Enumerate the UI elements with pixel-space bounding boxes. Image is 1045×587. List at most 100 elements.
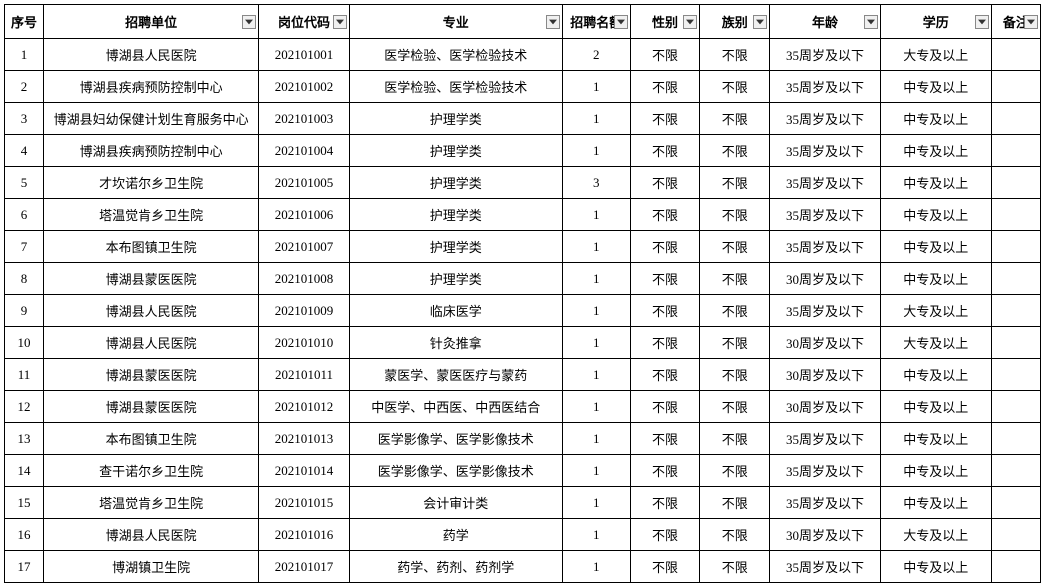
- cell-age: 30周岁及以下: [770, 359, 881, 391]
- cell-ethnic: 不限: [700, 167, 770, 199]
- cell-code: 202101015: [259, 487, 349, 519]
- cell-note: [991, 167, 1040, 199]
- cell-code: 202101004: [259, 135, 349, 167]
- column-label: 族别: [722, 15, 748, 30]
- recruitment-table: 序号招聘单位岗位代码专业招聘名额性别族别年龄学历备注 1博湖县人民医院20210…: [4, 4, 1041, 583]
- cell-unit: 博湖县人民医院: [43, 295, 258, 327]
- cell-age: 30周岁及以下: [770, 519, 881, 551]
- cell-code: 202101007: [259, 231, 349, 263]
- cell-code: 202101014: [259, 455, 349, 487]
- filter-dropdown-icon[interactable]: [1024, 15, 1038, 29]
- cell-note: [991, 359, 1040, 391]
- cell-ethnic: 不限: [700, 295, 770, 327]
- cell-age: 35周岁及以下: [770, 199, 881, 231]
- cell-ethnic: 不限: [700, 391, 770, 423]
- cell-edu: 中专及以上: [880, 391, 991, 423]
- column-label: 性别: [652, 15, 678, 30]
- filter-dropdown-icon[interactable]: [614, 15, 628, 29]
- cell-unit: 塔温觉肯乡卫生院: [43, 199, 258, 231]
- table-body: 1博湖县人民医院202101001医学检验、医学检验技术2不限不限35周岁及以下…: [5, 39, 1041, 583]
- filter-dropdown-icon[interactable]: [753, 15, 767, 29]
- cell-sex: 不限: [630, 103, 700, 135]
- cell-seq: 14: [5, 455, 44, 487]
- cell-code: 202101001: [259, 39, 349, 71]
- cell-seq: 2: [5, 71, 44, 103]
- cell-major: 医学检验、医学检验技术: [349, 71, 562, 103]
- filter-dropdown-icon[interactable]: [864, 15, 878, 29]
- cell-sex: 不限: [630, 71, 700, 103]
- table-row: 8博湖县蒙医医院202101008护理学类1不限不限30周岁及以下中专及以上: [5, 263, 1041, 295]
- cell-major: 护理学类: [349, 231, 562, 263]
- cell-sex: 不限: [630, 39, 700, 71]
- cell-unit: 博湖县人民医院: [43, 39, 258, 71]
- cell-age: 35周岁及以下: [770, 231, 881, 263]
- cell-note: [991, 103, 1040, 135]
- cell-major: 护理学类: [349, 167, 562, 199]
- table-row: 5才坎诺尔乡卫生院202101005护理学类3不限不限35周岁及以下中专及以上: [5, 167, 1041, 199]
- cell-edu: 中专及以上: [880, 135, 991, 167]
- cell-quota: 2: [562, 39, 630, 71]
- cell-seq: 12: [5, 391, 44, 423]
- cell-quota: 1: [562, 455, 630, 487]
- cell-edu: 中专及以上: [880, 455, 991, 487]
- cell-seq: 11: [5, 359, 44, 391]
- cell-ethnic: 不限: [700, 231, 770, 263]
- table-row: 14查干诺尔乡卫生院202101014医学影像学、医学影像技术1不限不限35周岁…: [5, 455, 1041, 487]
- cell-quota: 1: [562, 263, 630, 295]
- table-row: 12博湖县蒙医医院202101012中医学、中西医、中西医结合1不限不限30周岁…: [5, 391, 1041, 423]
- cell-code: 202101008: [259, 263, 349, 295]
- cell-major: 医学检验、医学检验技术: [349, 39, 562, 71]
- cell-seq: 9: [5, 295, 44, 327]
- cell-unit: 查干诺尔乡卫生院: [43, 455, 258, 487]
- filter-dropdown-icon[interactable]: [333, 15, 347, 29]
- cell-quota: 1: [562, 71, 630, 103]
- cell-note: [991, 391, 1040, 423]
- cell-unit: 塔温觉肯乡卫生院: [43, 487, 258, 519]
- column-header-quota: 招聘名额: [562, 5, 630, 39]
- cell-note: [991, 135, 1040, 167]
- cell-quota: 1: [562, 519, 630, 551]
- table-row: 6塔温觉肯乡卫生院202101006护理学类1不限不限35周岁及以下中专及以上: [5, 199, 1041, 231]
- cell-unit: 博湖县蒙医医院: [43, 391, 258, 423]
- cell-unit: 本布图镇卫生院: [43, 231, 258, 263]
- cell-age: 35周岁及以下: [770, 423, 881, 455]
- cell-code: 202101013: [259, 423, 349, 455]
- cell-age: 35周岁及以下: [770, 135, 881, 167]
- filter-dropdown-icon[interactable]: [546, 15, 560, 29]
- column-label: 序号: [11, 15, 37, 30]
- cell-sex: 不限: [630, 231, 700, 263]
- filter-dropdown-icon[interactable]: [242, 15, 256, 29]
- cell-sex: 不限: [630, 551, 700, 583]
- cell-age: 35周岁及以下: [770, 455, 881, 487]
- cell-sex: 不限: [630, 167, 700, 199]
- cell-ethnic: 不限: [700, 487, 770, 519]
- column-header-code: 岗位代码: [259, 5, 349, 39]
- cell-quota: 1: [562, 423, 630, 455]
- column-header-major: 专业: [349, 5, 562, 39]
- table-row: 15塔温觉肯乡卫生院202101015会计审计类1不限不限35周岁及以下中专及以…: [5, 487, 1041, 519]
- filter-dropdown-icon[interactable]: [683, 15, 697, 29]
- table-header-row: 序号招聘单位岗位代码专业招聘名额性别族别年龄学历备注: [5, 5, 1041, 39]
- cell-edu: 中专及以上: [880, 103, 991, 135]
- cell-ethnic: 不限: [700, 455, 770, 487]
- cell-code: 202101006: [259, 199, 349, 231]
- cell-sex: 不限: [630, 199, 700, 231]
- cell-edu: 中专及以上: [880, 263, 991, 295]
- cell-edu: 大专及以上: [880, 39, 991, 71]
- cell-major: 医学影像学、医学影像技术: [349, 423, 562, 455]
- cell-note: [991, 423, 1040, 455]
- column-label: 专业: [443, 15, 469, 30]
- cell-unit: 博湖县疾病预防控制中心: [43, 135, 258, 167]
- filter-dropdown-icon[interactable]: [975, 15, 989, 29]
- cell-edu: 中专及以上: [880, 167, 991, 199]
- cell-seq: 13: [5, 423, 44, 455]
- column-header-edu: 学历: [880, 5, 991, 39]
- cell-code: 202101003: [259, 103, 349, 135]
- cell-edu: 中专及以上: [880, 487, 991, 519]
- cell-unit: 博湖县人民医院: [43, 327, 258, 359]
- cell-ethnic: 不限: [700, 199, 770, 231]
- cell-ethnic: 不限: [700, 519, 770, 551]
- cell-sex: 不限: [630, 135, 700, 167]
- column-label: 学历: [923, 15, 949, 30]
- cell-ethnic: 不限: [700, 263, 770, 295]
